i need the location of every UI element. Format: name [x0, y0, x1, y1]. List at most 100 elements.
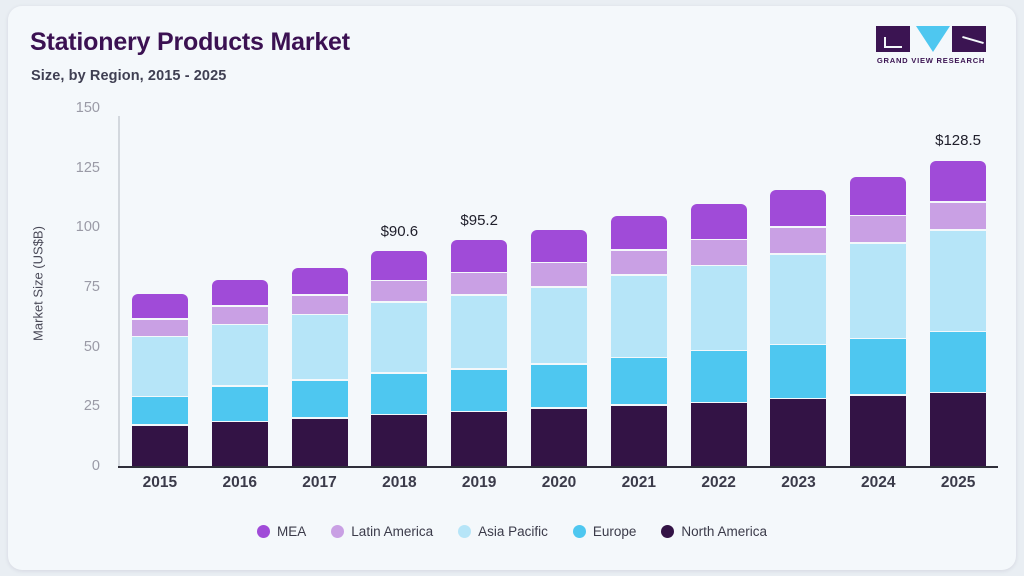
y-axis-tick: 75 — [83, 279, 100, 295]
bar-segment[interactable] — [291, 418, 348, 466]
bar-group[interactable] — [770, 189, 827, 466]
bar-group[interactable]: $90.6 — [371, 223, 428, 466]
bar-segment[interactable] — [291, 295, 348, 314]
bar-segment[interactable] — [211, 386, 268, 421]
chart-panel: Stationery Products Market Size, by Regi… — [8, 6, 1016, 570]
legend-label: Latin America — [351, 523, 434, 539]
bar-segment[interactable] — [371, 251, 428, 280]
bar-segment[interactable] — [211, 325, 268, 386]
legend-color-swatch — [458, 524, 472, 538]
bar-segment[interactable] — [131, 319, 188, 336]
bar-segment[interactable] — [371, 415, 428, 466]
bar-segment[interactable] — [850, 243, 907, 338]
page-title: Stationery Products Market — [30, 28, 350, 56]
bar-segment[interactable] — [610, 216, 667, 250]
x-axis-tick: 2016 — [222, 474, 257, 491]
bar-segment[interactable] — [930, 393, 987, 466]
bar-segment[interactable] — [690, 266, 747, 350]
chart-header: Stationery Products Market Size, by Regi… — [8, 6, 1016, 98]
bar-group[interactable]: $95.2 — [451, 212, 508, 466]
bar-segment[interactable] — [211, 280, 268, 306]
bar-segment[interactable] — [291, 268, 348, 295]
bar-segment[interactable] — [850, 216, 907, 243]
bar-segment[interactable] — [211, 306, 268, 324]
bar-group[interactable] — [690, 203, 747, 466]
y-axis-tick: 100 — [75, 219, 100, 236]
y-axis-tick: 50 — [83, 338, 100, 355]
logo-mark — [876, 26, 986, 52]
y-axis-line — [118, 116, 120, 466]
y-axis-label: Market Size (US$B) — [30, 226, 46, 341]
chart-legend: MEA Latin America Asia Pacific Europe North … — [8, 516, 1016, 546]
bar-segment[interactable] — [291, 380, 348, 418]
bar-segment[interactable] — [451, 369, 508, 411]
legend-color-swatch — [257, 524, 271, 538]
bar-segment[interactable] — [930, 332, 987, 392]
bar-segment[interactable] — [690, 351, 747, 402]
bar-segment[interactable] — [850, 395, 907, 466]
bar-segment[interactable] — [850, 176, 907, 215]
bar-group[interactable]: $128.5 — [930, 132, 987, 466]
bar-value-label: $95.2 — [460, 211, 498, 229]
x-axis-line — [118, 466, 998, 468]
y-axis-tick: 125 — [75, 159, 100, 176]
bar-segment[interactable] — [770, 399, 827, 466]
bar-segment[interactable] — [770, 227, 827, 254]
bar-segment[interactable] — [531, 364, 587, 408]
bar-segment[interactable] — [371, 281, 428, 302]
bar-group[interactable] — [531, 229, 587, 466]
bar-segment[interactable] — [131, 337, 188, 396]
bar-segment[interactable] — [770, 345, 827, 398]
bar-segment[interactable] — [930, 202, 987, 230]
bar-segment[interactable] — [451, 240, 508, 272]
bar-segment[interactable] — [930, 160, 987, 202]
legend-label: North America — [681, 523, 767, 539]
legend-item[interactable]: Asia Pacific — [458, 524, 548, 539]
bar-segment[interactable] — [610, 405, 667, 466]
bar-segment[interactable] — [371, 302, 428, 373]
bar-series-container: $90.6 $95.2 $128.5 — [120, 108, 998, 466]
bar-segment[interactable] — [770, 190, 827, 227]
bar-segment[interactable] — [131, 294, 188, 319]
bar-segment[interactable] — [451, 412, 508, 466]
x-axis-tick: 2023 — [781, 474, 816, 491]
legend-item[interactable]: Latin America — [331, 524, 433, 539]
x-axis-tick: 2020 — [541, 474, 577, 491]
bar-segment[interactable] — [690, 204, 747, 239]
bar-segment[interactable] — [850, 339, 907, 395]
bar-group[interactable] — [131, 293, 188, 466]
bar-segment[interactable] — [610, 358, 667, 405]
bar-group[interactable] — [291, 267, 348, 466]
bar-segment[interactable] — [531, 287, 587, 364]
x-axis-tick: 2022 — [701, 474, 736, 491]
bar-segment[interactable] — [131, 425, 188, 466]
bar-segment[interactable] — [531, 263, 587, 287]
legend-item[interactable]: MEA — [257, 524, 306, 539]
bar-segment[interactable] — [451, 295, 508, 369]
bar-segment[interactable] — [690, 240, 747, 265]
bar-segment[interactable] — [131, 397, 188, 425]
bar-group[interactable] — [211, 279, 268, 466]
bar-group[interactable] — [850, 175, 907, 466]
bar-segment[interactable] — [531, 408, 587, 466]
bar-segment[interactable] — [610, 275, 667, 357]
logo-v-triangle-icon — [916, 26, 950, 52]
y-axis-tick: 0 — [91, 458, 100, 474]
bar-segment[interactable] — [531, 230, 587, 262]
legend-item[interactable]: North America — [661, 524, 767, 539]
legend-item[interactable]: Europe — [572, 524, 636, 539]
bar-segment[interactable] — [770, 254, 827, 344]
bar-segment[interactable] — [291, 315, 348, 380]
bar-segment[interactable] — [690, 403, 747, 466]
bar-value-label: $90.6 — [380, 222, 419, 240]
bar-segment[interactable] — [211, 422, 268, 466]
bar-segment[interactable] — [610, 250, 667, 275]
y-axis-tick: 25 — [83, 398, 100, 415]
bar-segment[interactable] — [930, 230, 987, 331]
chart-plot-area: Market Size (US$B) 0 25 50 75 100 125 150 $90.… — [8, 98, 1016, 570]
bar-group[interactable] — [610, 215, 667, 466]
bar-value-label: $128.5 — [935, 132, 982, 150]
x-axis-tick: 2019 — [461, 474, 497, 491]
bar-segment[interactable] — [371, 373, 428, 414]
bar-segment[interactable] — [451, 273, 508, 295]
